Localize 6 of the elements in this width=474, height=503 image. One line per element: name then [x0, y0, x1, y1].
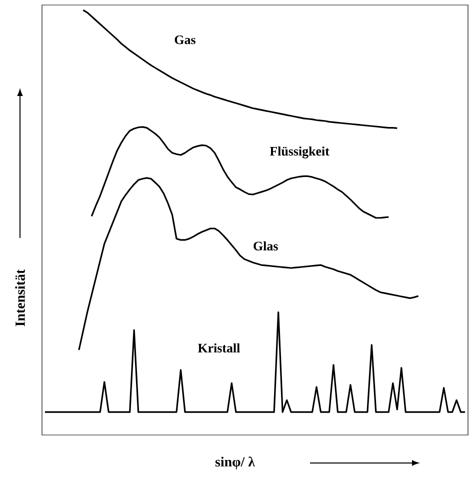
series-label: Kristall	[198, 343, 240, 352]
y-axis-title: Intensität	[15, 269, 25, 326]
series-label: Glas	[254, 241, 278, 250]
text: Gas	[174, 35, 196, 44]
series-label: Flüssigkeit	[270, 146, 330, 158]
x-axis-title: sinφ/ λ	[215, 456, 256, 470]
